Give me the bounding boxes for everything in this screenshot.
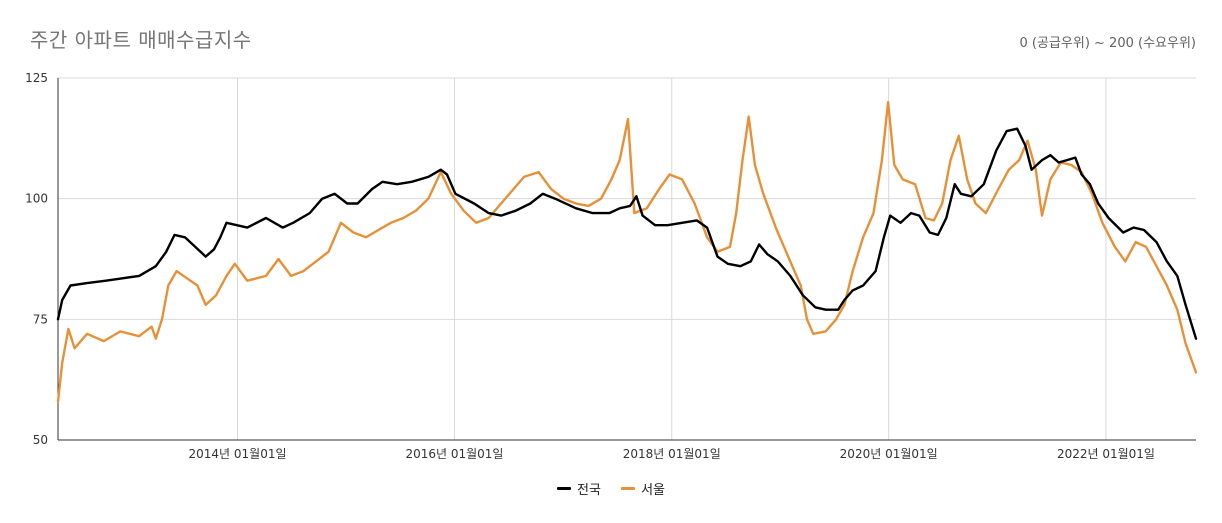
series-lines <box>56 100 1198 403</box>
x-tick-label: 2014년 01월01일 <box>189 447 287 461</box>
x-tick-label: 2018년 01월01일 <box>623 447 721 461</box>
legend-label-national: 전국 <box>577 483 601 498</box>
legend-item-seoul: 서울 <box>621 479 665 498</box>
x-tick-label: 2020년 01월01일 <box>840 447 938 461</box>
chart-title: 주간 아파트 매매수급지수 <box>30 28 252 52</box>
x-tick-label: 2022년 01월01일 <box>1057 447 1155 461</box>
gridlines <box>58 77 1196 440</box>
x-tick-label: 2016년 01월01일 <box>405 447 503 461</box>
axes: 50 75 100 125 2014년 01월01일 2016년 01월01일 2018년 … <box>25 71 1196 461</box>
y-tick-label: 50 <box>33 433 48 447</box>
series-line-national <box>56 127 1198 340</box>
legend-item-national: 전국 <box>557 479 601 498</box>
y-tick-label: 100 <box>25 192 48 206</box>
y-tick-label: 75 <box>33 312 48 326</box>
legend-label-seoul: 서울 <box>641 483 665 498</box>
legend: 전국 서울 <box>0 479 1222 498</box>
legend-swatch-national <box>557 487 571 490</box>
y-tick-label: 125 <box>25 71 48 85</box>
legend-swatch-seoul <box>621 487 636 490</box>
series-line-seoul <box>56 100 1198 403</box>
chart-subtitle: 0 (공급우위) ~ 200 (수요우위) <box>1019 36 1196 51</box>
